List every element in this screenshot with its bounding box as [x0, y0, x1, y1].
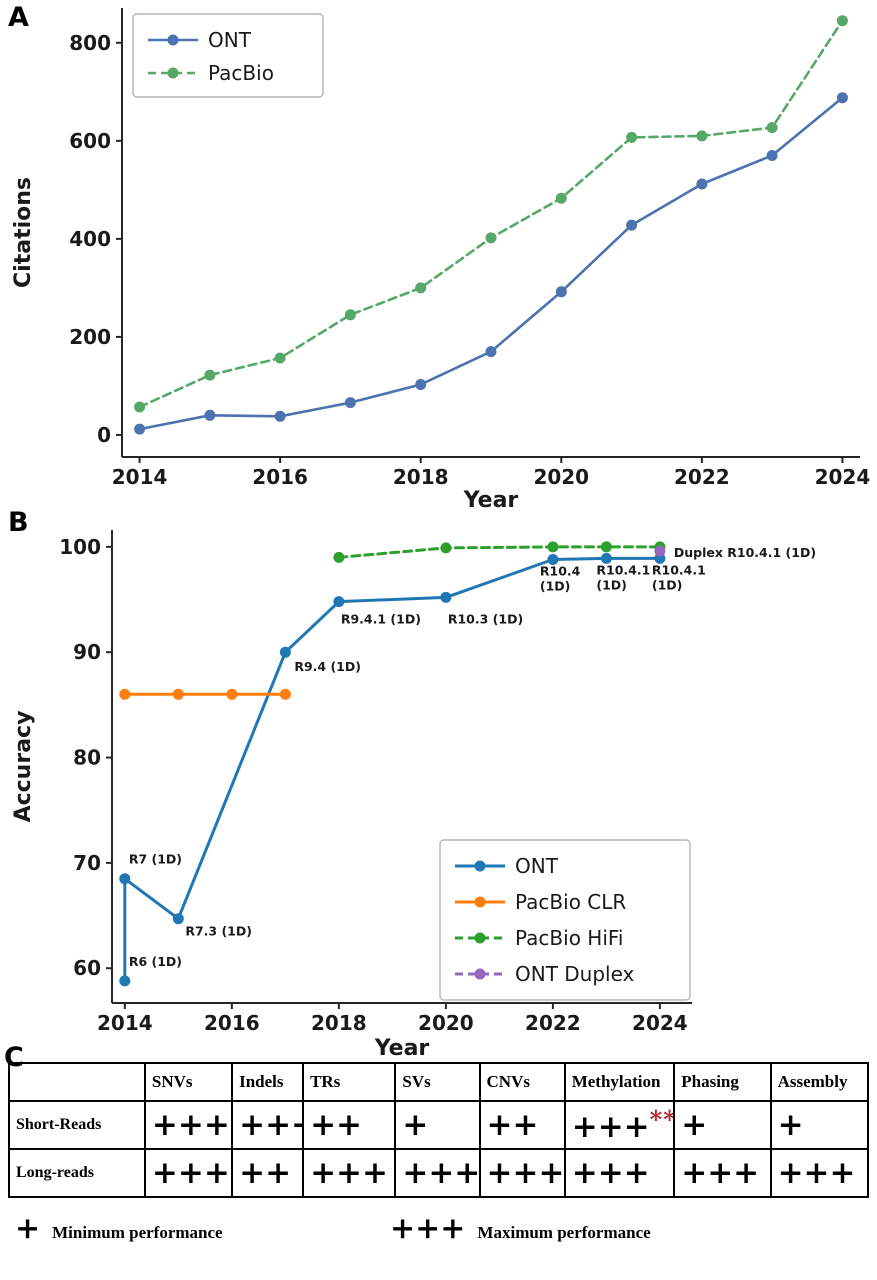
legend: ONT PacBio	[132, 13, 324, 98]
perf-cell: +++	[673, 1148, 772, 1198]
svg-text:2024: 2024	[815, 465, 871, 489]
series-pacbio	[134, 15, 848, 413]
svg-text:2020: 2020	[533, 465, 589, 489]
table-row-long-reads: Long-reads +++ ++ +++ +++ +++ +++ +++ ++…	[8, 1148, 870, 1198]
col-header-cnvs: CNVs	[478, 1062, 566, 1102]
svg-text:ONT: ONT	[515, 854, 559, 878]
svg-text:PacBio CLR: PacBio CLR	[515, 890, 626, 914]
footnote-maximum: +++ Maximum performance	[390, 1211, 651, 1246]
perf-cell: +	[394, 1100, 481, 1150]
svg-text:PacBio: PacBio	[208, 61, 274, 85]
performance-table: SNVs Indels TRs SVs CNVs Methylation Pha…	[8, 1062, 870, 1198]
col-header-trs: TRs	[302, 1062, 397, 1102]
citations-chart: 0 200 400 600 800 2014 2016 2018 2020 2022 2024 Yea…	[11, 8, 870, 513]
plus-symbol: +	[15, 1211, 41, 1246]
panel-b-label: B	[8, 507, 29, 538]
col-header-phasing: Phasing	[673, 1062, 772, 1102]
col-header-methylation: Methylation	[563, 1062, 676, 1102]
perf-cell: +++	[143, 1148, 234, 1198]
table-row-short-reads: Short-Reads +++ +++ ++ + ++ +++** + +	[8, 1100, 870, 1150]
annotation: R7 (1D)	[129, 852, 182, 867]
perf-cell: +++	[302, 1148, 397, 1198]
series-pacbio-hifi	[333, 541, 666, 563]
svg-text:2016: 2016	[252, 465, 308, 489]
series-ont	[134, 92, 848, 435]
annotation: R9.4.1 (1D)	[341, 612, 421, 627]
annotation: R10.4 (1D)	[540, 563, 581, 593]
annotation: Duplex R10.4.1 (1D)	[674, 545, 816, 560]
svg-text:2014: 2014	[112, 465, 168, 489]
svg-text:Year: Year	[463, 488, 519, 513]
svg-text:2020: 2020	[418, 1011, 474, 1035]
annotation: R10.4.1 (1D)	[652, 562, 706, 592]
col-header-snvs: SNVs	[143, 1062, 234, 1102]
table-header-row: SNVs Indels TRs SVs CNVs Methylation Pha…	[8, 1062, 870, 1102]
perf-cell: +++	[143, 1100, 234, 1150]
annotation: R9.4 (1D)	[294, 659, 361, 674]
footnote-minimum: + Minimum performance	[15, 1211, 223, 1246]
perf-cell: +++	[478, 1148, 566, 1198]
svg-text:0: 0	[97, 423, 111, 447]
axes: 60 70 80 90 100 2014 2016 2018 2020 2022 2024 Year A…	[11, 530, 692, 1061]
svg-text:800: 800	[69, 31, 111, 55]
svg-text:70: 70	[73, 851, 101, 875]
col-header-assembly: Assembly	[769, 1062, 870, 1102]
series-ont-duplex	[654, 545, 666, 557]
perf-cell: ++	[231, 1148, 305, 1198]
svg-text:60: 60	[73, 956, 101, 980]
perf-cell: +++	[231, 1100, 305, 1150]
annotation: R10.3 (1D)	[448, 611, 523, 626]
series-pacbio-clr	[119, 688, 291, 700]
svg-text:2016: 2016	[204, 1011, 260, 1035]
perf-cell-methylation: +++**	[563, 1100, 676, 1150]
svg-text:Year: Year	[374, 1036, 430, 1061]
perf-cell: ++	[478, 1100, 566, 1150]
annotation: R10.4.1 (1D)	[596, 562, 650, 592]
svg-text:2018: 2018	[311, 1011, 367, 1035]
svg-text:200: 200	[69, 325, 111, 349]
col-header-indels: Indels	[231, 1062, 305, 1102]
svg-text:2024: 2024	[632, 1011, 688, 1035]
svg-text:2022: 2022	[674, 465, 730, 489]
row-header-long-reads: Long-reads	[8, 1148, 146, 1198]
triple-plus-symbol: +++	[390, 1211, 466, 1246]
perf-cell: +++	[563, 1148, 676, 1198]
perf-cell: +++	[769, 1148, 870, 1198]
svg-text:90: 90	[73, 640, 101, 664]
methylation-asterisks: **	[649, 1104, 675, 1134]
svg-text:400: 400	[69, 227, 111, 251]
svg-text:2022: 2022	[525, 1011, 581, 1035]
performance-panel: SNVs Indels TRs SVs CNVs Methylation Pha…	[0, 1040, 877, 1244]
annotation: R7.3 (1D)	[185, 924, 252, 939]
svg-text:2018: 2018	[393, 465, 449, 489]
svg-text:100: 100	[59, 535, 101, 559]
table-footnotes: + Minimum performance +++ Maximum perfor…	[15, 1214, 877, 1244]
panel-a-label: A	[8, 2, 29, 33]
perf-cell: +	[673, 1100, 772, 1150]
svg-text:ONT: ONT	[208, 28, 252, 52]
row-header-short-reads: Short-Reads	[8, 1100, 146, 1150]
perf-cell: ++	[302, 1100, 397, 1150]
svg-text:600: 600	[69, 129, 111, 153]
legend: ONT PacBio CLR PacBio HiFi ONT Duplex	[439, 839, 691, 1001]
svg-text:ONT Duplex: ONT Duplex	[515, 962, 635, 986]
svg-text:PacBio HiFi: PacBio HiFi	[515, 926, 624, 950]
panel-c-label: C	[4, 1042, 24, 1073]
axes: 0 200 400 600 800 2014 2016 2018 2020 2022 2024 Yea…	[11, 8, 870, 513]
accuracy-chart: 60 70 80 90 100 2014 2016 2018 2020 2022 2024 Year A…	[11, 530, 816, 1061]
perf-cell: +	[769, 1100, 870, 1150]
col-header-svs: SVs	[394, 1062, 481, 1102]
svg-text:80: 80	[73, 746, 101, 770]
col-header-blank	[8, 1062, 146, 1102]
svg-text:2014: 2014	[97, 1011, 153, 1035]
svg-text:Citations: Citations	[11, 177, 36, 288]
perf-cell: +++	[394, 1148, 481, 1198]
svg-text:Accuracy: Accuracy	[11, 711, 36, 823]
annotation: R6 (1D)	[129, 954, 182, 969]
